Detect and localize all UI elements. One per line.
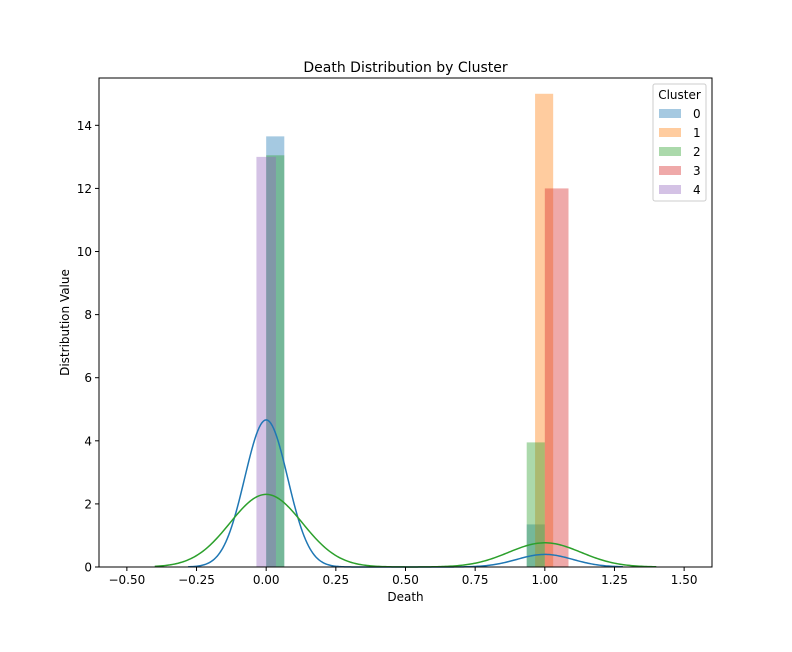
y-tick-label: 0 [84,561,92,575]
x-tick-label: 0.25 [322,573,349,587]
y-tick-label: 2 [84,497,92,511]
chart-title: Death Distribution by Cluster [303,60,507,76]
x-axis-label: Death [387,590,423,604]
kde-layer [154,419,657,568]
y-tick-label: 4 [84,434,92,448]
legend-swatch-cluster-2 [659,147,681,156]
legend-label-cluster-3: 3 [693,164,701,178]
legend-label-cluster-4: 4 [693,183,701,197]
bar-cluster-1-0 [535,93,554,567]
x-tick-label: 0.50 [392,573,419,587]
bar-cluster-2-0 [266,155,285,567]
legend: Cluster 0 1 2 3 4 [652,83,707,202]
x-tick-label: −0.25 [178,573,215,587]
legend-label-cluster-0: 0 [693,107,701,121]
x-tick-label: 1.25 [601,573,628,587]
x-tick-label: −0.50 [108,573,145,587]
y-tick-label: 14 [77,119,92,133]
bar-cluster-4-0 [256,156,276,567]
y-tick-label: 12 [77,182,92,196]
bar-cluster-0-0 [266,136,285,568]
plot-frame [98,77,713,568]
y-tick-label: 8 [84,308,92,322]
x-axis: −0.50 −0.25 0.00 0.25 0.50 0.75 1.00 1.25 1.50 [108,567,697,587]
x-tick-label: 0.00 [253,573,280,587]
y-tick-label: 6 [84,371,92,385]
bar-cluster-2-1 [526,442,545,567]
legend-title: Cluster [658,88,701,102]
x-tick-label: 1.00 [531,573,558,587]
x-tick-label: 1.50 [671,573,698,587]
legend-box [652,83,707,202]
legend-label-cluster-1: 1 [693,126,701,140]
bars-layer [256,93,569,568]
legend-swatch-cluster-4 [659,185,681,194]
bar-cluster-3-0 [544,188,569,567]
legend-swatch-cluster-0 [659,109,681,118]
legend-swatch-cluster-1 [659,128,681,137]
y-axis: 0 2 4 6 8 10 12 14 [77,119,99,575]
x-tick-label: 0.75 [462,573,489,587]
legend-label-cluster-2: 2 [693,145,701,159]
legend-swatch-cluster-3 [659,166,681,175]
y-tick-label: 10 [77,245,92,259]
y-axis-label: Distribution Value [58,269,72,376]
